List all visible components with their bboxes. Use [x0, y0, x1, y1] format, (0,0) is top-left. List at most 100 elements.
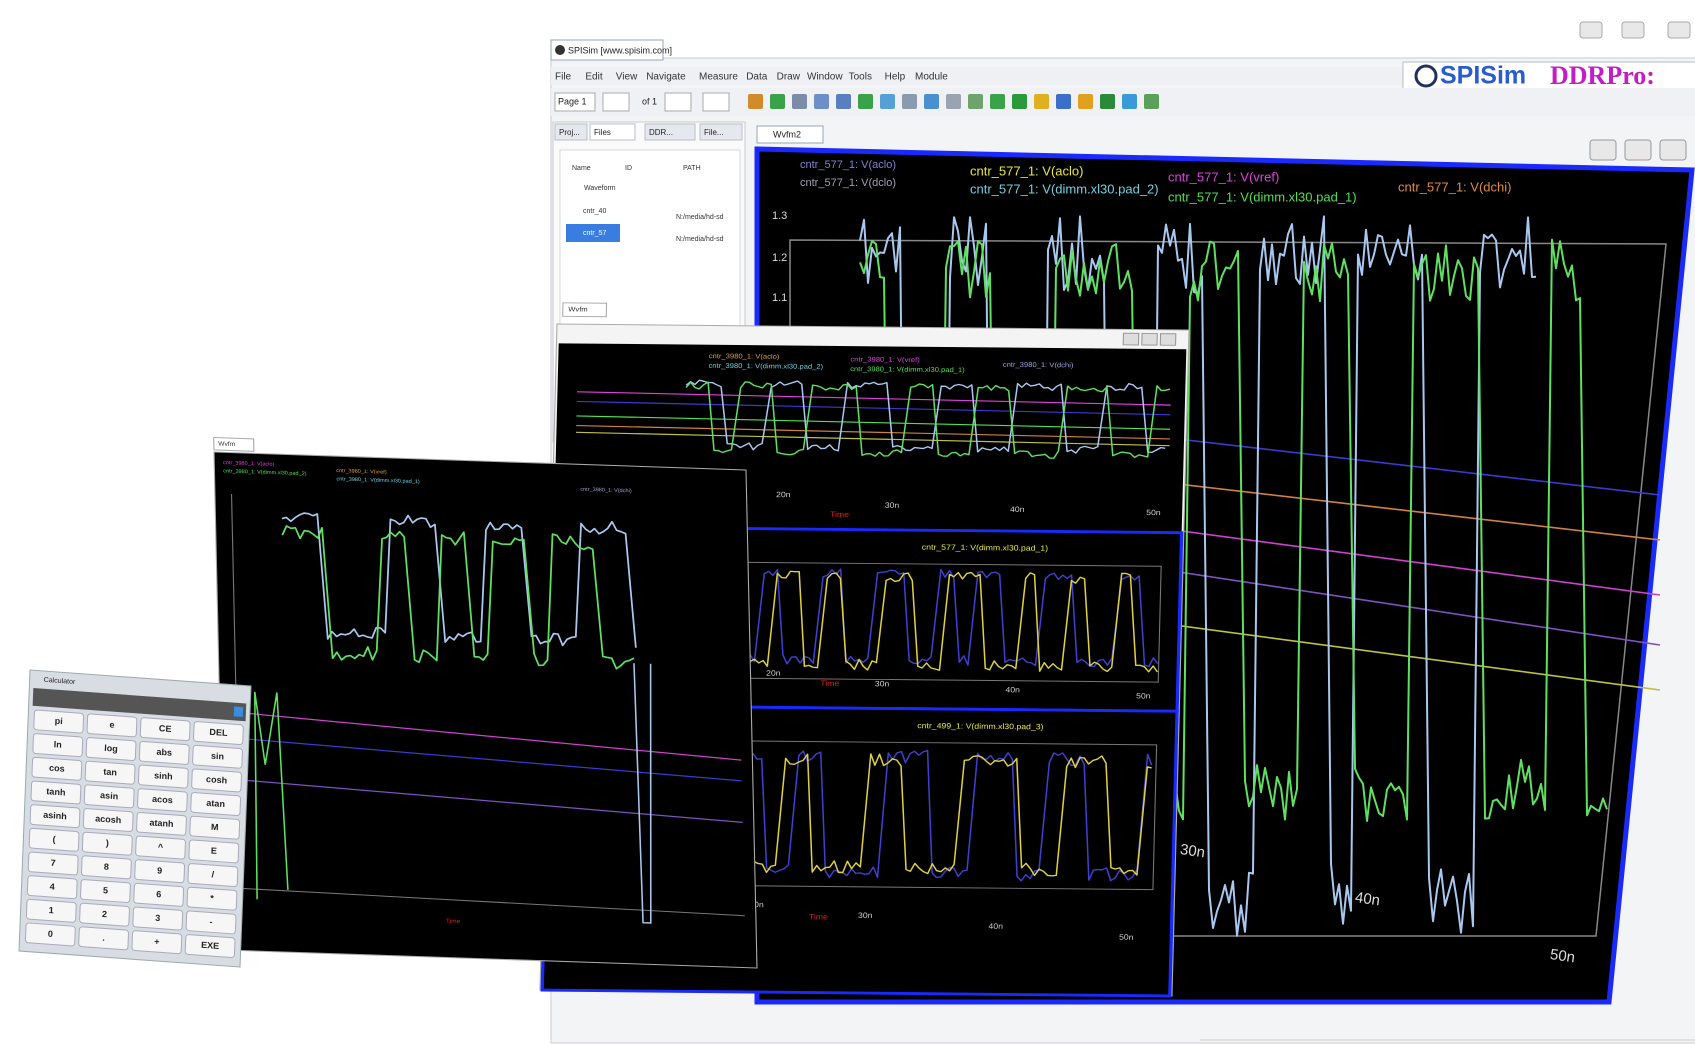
calc-button[interactable] — [84, 760, 136, 785]
calc-button[interactable] — [137, 764, 189, 789]
toolbar-icon[interactable] — [1122, 94, 1137, 109]
toolbar-icon[interactable] — [946, 94, 961, 109]
calc-button[interactable] — [137, 788, 188, 813]
reference-line — [231, 737, 742, 782]
waveform — [713, 568, 1159, 668]
tree-column: PATH — [683, 165, 701, 172]
toolbar-icon[interactable] — [1012, 94, 1027, 109]
toolbar-icon[interactable] — [1100, 94, 1115, 109]
menu-item[interactable]: Window — [807, 72, 843, 83]
calc-button-label: acos — [152, 794, 173, 805]
calc-button[interactable] — [191, 768, 242, 793]
calc-button-label: 5 — [103, 885, 108, 895]
menu-item[interactable]: Edit — [585, 72, 602, 83]
calc-button[interactable] — [188, 839, 240, 864]
reference-line — [576, 424, 1170, 440]
menu-item[interactable]: Tools — [849, 72, 872, 83]
next-btn[interactable] — [702, 92, 730, 112]
calc-button[interactable] — [79, 902, 130, 927]
toolbar-icon[interactable] — [924, 94, 939, 109]
calc-button[interactable] — [192, 744, 243, 769]
next-btn[interactable] — [602, 92, 630, 112]
menu-item[interactable]: Help — [885, 72, 906, 83]
view-control[interactable] — [1589, 139, 1617, 161]
calc-button[interactable] — [187, 863, 239, 887]
toolbar-icon[interactable] — [902, 94, 917, 109]
menu-item[interactable]: Draw — [777, 72, 801, 83]
window-control[interactable] — [1159, 333, 1177, 346]
toolbar-icon[interactable] — [792, 94, 807, 109]
calc-button[interactable] — [33, 709, 85, 734]
calc-button[interactable] — [189, 815, 241, 840]
menu-item[interactable]: View — [616, 72, 638, 83]
calc-button[interactable] — [133, 882, 185, 907]
toolbar-icon[interactable] — [1078, 94, 1093, 109]
calc-button[interactable] — [132, 906, 184, 931]
side-tab[interactable] — [554, 123, 588, 141]
calc-button[interactable] — [184, 934, 236, 958]
calc-button[interactable] — [193, 721, 244, 746]
toolbar-icon[interactable] — [836, 94, 851, 109]
side-tab[interactable] — [589, 123, 636, 141]
doc-tab[interactable] — [756, 125, 824, 144]
calc-button[interactable] — [25, 898, 77, 923]
calc-button[interactable] — [131, 930, 183, 955]
toolbar-icon[interactable] — [1056, 94, 1071, 109]
calc-button[interactable] — [82, 808, 134, 832]
brand-product: DDRPro: — [1550, 61, 1655, 90]
calc-button[interactable] — [83, 784, 135, 809]
view-control[interactable] — [1659, 139, 1687, 161]
window-control-close[interactable] — [1667, 21, 1691, 39]
calc-button[interactable] — [31, 756, 83, 781]
calc-button[interactable] — [139, 717, 191, 742]
calc-button[interactable] — [26, 875, 78, 900]
window-control[interactable] — [1141, 332, 1158, 346]
window-control-min[interactable] — [1579, 21, 1603, 39]
calc-button[interactable] — [81, 831, 133, 856]
calc-button[interactable] — [86, 713, 138, 738]
prev-btn[interactable] — [664, 92, 692, 112]
side-tab-label: File... — [704, 128, 724, 137]
tree-item[interactable]: cntr_40 — [583, 208, 606, 215]
menu-item[interactable]: File — [555, 72, 572, 83]
calc-button[interactable] — [185, 910, 237, 935]
tree-column: ID — [625, 165, 632, 172]
calc-button[interactable] — [190, 792, 242, 816]
menu-item[interactable]: Measure — [699, 72, 738, 83]
calc-button[interactable] — [30, 780, 82, 805]
side-tab[interactable] — [699, 123, 743, 141]
calc-button[interactable] — [80, 879, 131, 903]
calc-button-label: log — [104, 743, 118, 754]
toolbar-icon[interactable] — [990, 94, 1005, 109]
menu-item[interactable]: Navigate — [646, 72, 686, 83]
calc-button[interactable] — [136, 811, 187, 836]
toolbar-icon[interactable] — [858, 94, 873, 109]
calc-button[interactable] — [134, 859, 186, 884]
calc-button[interactable] — [24, 922, 76, 947]
toolbar-icon[interactable] — [1144, 94, 1159, 109]
side-tab[interactable] — [644, 123, 696, 141]
legend-entry: cntr_577_1: V(aclo) — [800, 159, 896, 171]
toolbar-icon[interactable] — [748, 94, 763, 109]
window-control-max[interactable] — [1621, 21, 1645, 39]
calc-button[interactable] — [78, 926, 129, 951]
toolbar-icon[interactable] — [770, 94, 785, 109]
toolbar-icon[interactable] — [1034, 94, 1049, 109]
tree-item[interactable]: cntr_57 — [583, 230, 606, 237]
toolbar-icon[interactable] — [814, 94, 829, 109]
window-control[interactable] — [1122, 332, 1140, 346]
menu-item[interactable]: Data — [746, 72, 768, 83]
calc-button[interactable] — [186, 886, 238, 911]
menu-item[interactable]: Module — [915, 72, 948, 83]
calc-button[interactable] — [32, 733, 84, 758]
calc-button[interactable] — [27, 851, 79, 876]
calc-button[interactable] — [135, 835, 186, 860]
calc-button[interactable] — [81, 855, 132, 880]
toolbar-icon[interactable] — [880, 94, 895, 109]
calc-button[interactable] — [29, 804, 81, 829]
calc-button[interactable] — [138, 740, 190, 765]
calc-button[interactable] — [85, 737, 137, 761]
calc-button[interactable] — [28, 827, 80, 852]
view-control[interactable] — [1624, 139, 1652, 161]
toolbar-icon[interactable] — [968, 94, 983, 109]
